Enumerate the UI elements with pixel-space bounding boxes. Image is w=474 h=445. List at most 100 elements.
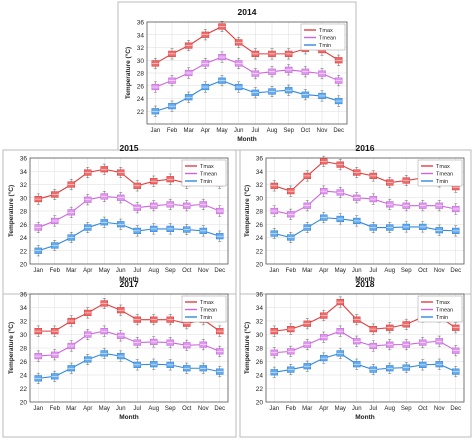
x-tick-label: Dec bbox=[214, 406, 225, 412]
x-tick-label: Apr bbox=[319, 406, 328, 412]
x-tick-label: Jul bbox=[133, 406, 141, 412]
y-tick-label: 36 bbox=[20, 292, 28, 299]
x-tick-label: Sep bbox=[401, 268, 412, 274]
y-tick-label: 32 bbox=[256, 319, 264, 326]
chart-title: 2018 bbox=[356, 279, 375, 289]
x-tick-label: Oct bbox=[418, 268, 428, 274]
y-tick-label: 22 bbox=[256, 386, 264, 393]
x-tick-label: Jun bbox=[116, 406, 126, 412]
y-axis-label: Temperature (°C) bbox=[243, 185, 251, 237]
y-tick-label: 28 bbox=[20, 209, 28, 216]
x-tick-label: Nov bbox=[198, 268, 209, 274]
x-tick-label: Mar bbox=[66, 268, 76, 274]
legend-label: Tmin bbox=[436, 315, 448, 321]
legend-label: Tmin bbox=[436, 179, 448, 185]
legend-label: Tmax bbox=[436, 164, 450, 170]
y-tick-label: 22 bbox=[256, 248, 264, 255]
y-tick-label: 22 bbox=[20, 248, 28, 255]
legend-label: Tmin bbox=[200, 179, 212, 185]
x-tick-label: Aug bbox=[384, 406, 395, 412]
x-tick-label: Feb bbox=[286, 406, 297, 412]
x-axis-label: Month bbox=[119, 276, 139, 283]
chart-title: 2014 bbox=[238, 7, 257, 17]
y-tick-label: 34 bbox=[20, 305, 28, 312]
x-tick-label: May bbox=[99, 406, 110, 412]
x-tick-label: May bbox=[216, 128, 227, 134]
x-tick-label: Feb bbox=[50, 268, 61, 274]
x-tick-label: Aug bbox=[384, 268, 395, 274]
y-tick-label: 20 bbox=[256, 400, 264, 407]
x-tick-label: Oct bbox=[182, 406, 192, 412]
x-tick-label: Mar bbox=[302, 406, 312, 412]
x-tick-label: Nov bbox=[317, 128, 328, 134]
x-tick-label: Dec bbox=[333, 128, 344, 134]
legend-label: Tmax bbox=[319, 28, 333, 34]
x-axis-label: Month bbox=[119, 414, 139, 421]
y-tick-label: 30 bbox=[256, 195, 264, 202]
x-tick-label: Nov bbox=[198, 406, 209, 412]
legend-label: Tmean bbox=[436, 308, 453, 314]
y-axis-label: Temperature (°C) bbox=[124, 47, 132, 99]
legend-label: Tmax bbox=[200, 164, 214, 170]
x-tick-label: Jun bbox=[116, 268, 126, 274]
y-tick-label: 34 bbox=[137, 32, 145, 39]
y-tick-label: 34 bbox=[20, 169, 28, 176]
x-tick-label: Jun bbox=[352, 268, 362, 274]
y-tick-label: 32 bbox=[20, 182, 28, 189]
chart-panel-2015: 20 22 24 26 28 30 32 34 36 Jan Feb Mar Apr May Jun Jul A… bbox=[2, 143, 237, 296]
x-tick-label: Dec bbox=[214, 268, 225, 274]
y-axis-label: Temperature (°C) bbox=[7, 322, 15, 374]
x-tick-label: Dec bbox=[450, 268, 461, 274]
x-tick-label: Jan bbox=[150, 128, 160, 134]
x-tick-label: May bbox=[335, 268, 346, 274]
chart-panel-2016: 20 22 24 26 28 30 32 34 36 Jan Feb Mar Apr May Jun Jul A… bbox=[239, 143, 472, 296]
x-tick-label: Mar bbox=[302, 268, 312, 274]
x-tick-label: Jan bbox=[269, 268, 279, 274]
x-tick-label: Oct bbox=[418, 406, 428, 412]
x-tick-label: Jul bbox=[133, 268, 141, 274]
y-tick-label: 24 bbox=[20, 373, 28, 380]
y-tick-label: 36 bbox=[256, 292, 264, 299]
x-tick-label: Oct bbox=[301, 128, 311, 134]
x-tick-label: Feb bbox=[167, 128, 178, 134]
plot-area bbox=[265, 293, 465, 403]
x-tick-label: Jul bbox=[251, 128, 259, 134]
legend-label: Tmean bbox=[200, 172, 217, 178]
x-tick-label: Aug bbox=[148, 268, 159, 274]
y-tick-label: 26 bbox=[20, 222, 28, 229]
y-tick-label: 26 bbox=[20, 359, 28, 366]
x-tick-label: Jul bbox=[369, 406, 377, 412]
y-tick-label: 20 bbox=[20, 262, 28, 269]
x-tick-label: Jan bbox=[33, 406, 43, 412]
y-tick-label: 20 bbox=[20, 400, 28, 407]
legend-label: Tmax bbox=[200, 300, 214, 306]
y-tick-label: 36 bbox=[137, 20, 145, 27]
y-tick-label: 30 bbox=[137, 58, 145, 65]
x-tick-label: Jan bbox=[33, 268, 43, 274]
chart-title: 2017 bbox=[120, 279, 139, 289]
x-tick-label: Oct bbox=[182, 268, 192, 274]
y-tick-label: 22 bbox=[20, 386, 28, 393]
y-tick-label: 20 bbox=[256, 262, 264, 269]
x-tick-label: Aug bbox=[148, 406, 159, 412]
x-tick-label: Jul bbox=[369, 268, 377, 274]
y-tick-label: 30 bbox=[256, 332, 264, 339]
chart-panel-2014: 22 24 26 28 30 32 34 36 Jan Feb Mar Apr May Jun Jul Aug… bbox=[117, 1, 357, 151]
legend-label: Tmean bbox=[319, 36, 336, 42]
y-tick-label: 24 bbox=[256, 373, 264, 380]
x-tick-label: Nov bbox=[434, 406, 445, 412]
y-tick-label: 28 bbox=[256, 209, 264, 216]
y-tick-label: 30 bbox=[20, 332, 28, 339]
y-tick-label: 36 bbox=[20, 156, 28, 163]
y-tick-label: 32 bbox=[137, 45, 145, 52]
x-tick-label: Sep bbox=[401, 406, 412, 412]
y-tick-label: 24 bbox=[256, 235, 264, 242]
x-tick-label: Apr bbox=[83, 406, 92, 412]
plot-area bbox=[29, 157, 229, 265]
chart-title: 2016 bbox=[356, 143, 375, 153]
legend-label: Tmean bbox=[436, 172, 453, 178]
x-tick-label: Jun bbox=[352, 406, 362, 412]
y-tick-label: 24 bbox=[137, 96, 145, 103]
y-tick-label: 24 bbox=[20, 235, 28, 242]
y-tick-label: 32 bbox=[20, 319, 28, 326]
